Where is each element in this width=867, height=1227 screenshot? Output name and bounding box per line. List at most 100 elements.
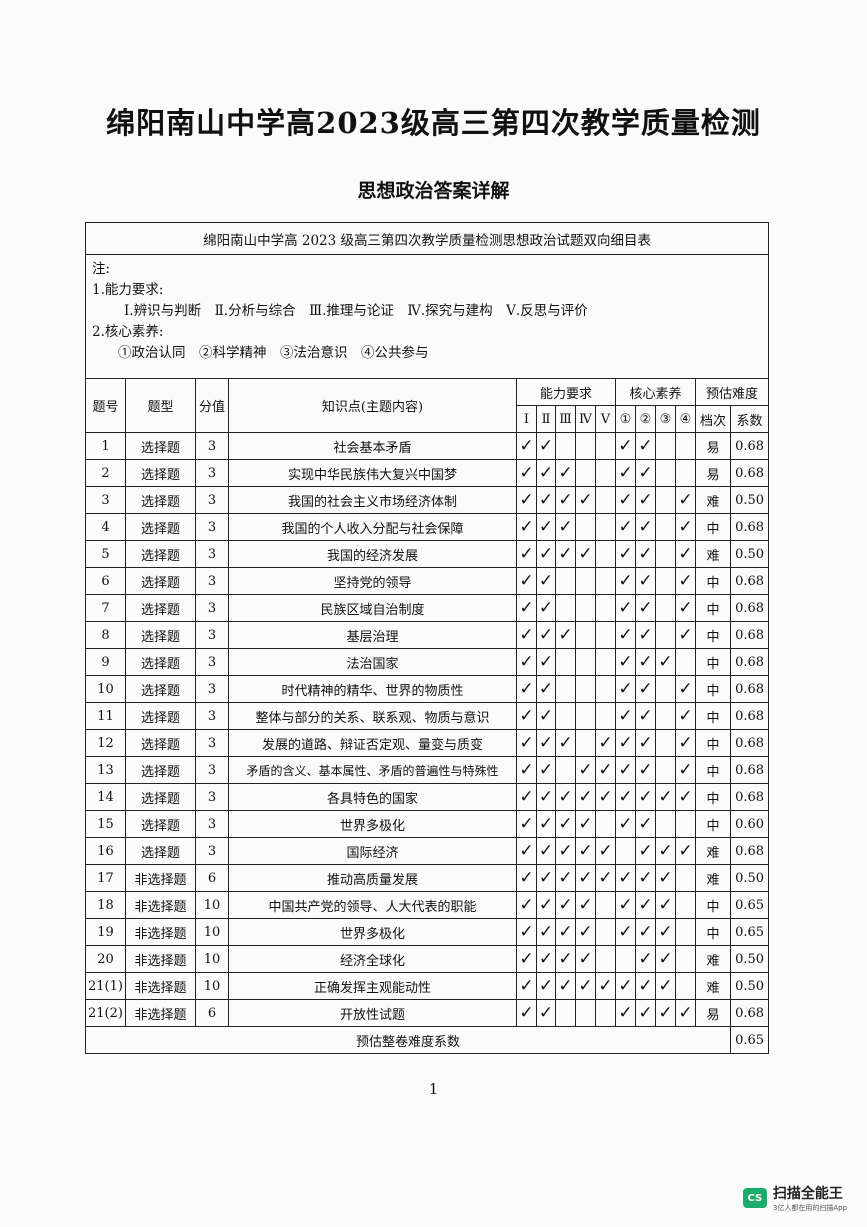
- check-icon: ✓: [615, 594, 636, 622]
- row-type: 选择题: [125, 621, 196, 649]
- row-score: 3: [195, 729, 229, 757]
- row-num: 6: [85, 567, 126, 595]
- row-num: 13: [85, 756, 126, 784]
- check-icon: ✓: [615, 513, 636, 541]
- literacy-cell: [675, 459, 696, 487]
- check-icon: ✓: [635, 810, 656, 838]
- ability-cell: [555, 594, 576, 622]
- row-score: 3: [195, 567, 229, 595]
- check-icon: ✓: [536, 513, 556, 541]
- check-icon: ✓: [536, 540, 556, 568]
- literacy-cell: [675, 810, 696, 838]
- check-icon: ✓: [516, 972, 537, 1000]
- row-type: 选择题: [125, 729, 196, 757]
- check-icon: ✓: [536, 702, 556, 730]
- literacy-cell: [655, 729, 676, 757]
- check-icon: ✓: [555, 918, 576, 946]
- row-level: 难: [695, 837, 731, 865]
- ability-cell: [575, 594, 596, 622]
- table-row: 21(1) 非选择题 10 正确发挥主观能动性 ✓ ✓ ✓ ✓ ✓ ✓ ✓ ✓ 难 0.50: [85, 972, 770, 1000]
- ability-cell: [595, 567, 616, 595]
- check-icon: ✓: [555, 540, 576, 568]
- check-icon: ✓: [635, 783, 656, 811]
- check-icon: ✓: [635, 702, 656, 730]
- check-icon: ✓: [635, 864, 656, 892]
- check-icon: ✓: [655, 945, 676, 973]
- row-topic: 我国的个人收入分配与社会保障: [228, 513, 517, 541]
- ability-cell: [595, 702, 616, 730]
- row-coef: 0.68: [729, 432, 770, 460]
- check-icon: ✓: [536, 621, 556, 649]
- check-icon: ✓: [615, 972, 636, 1000]
- row-level: 中: [695, 702, 731, 730]
- row-type: 选择题: [125, 540, 196, 568]
- row-num: 16: [85, 837, 126, 865]
- check-icon: ✓: [615, 486, 636, 514]
- check-icon: ✓: [555, 486, 576, 514]
- check-icon: ✓: [516, 648, 537, 676]
- row-coef: 0.60: [729, 810, 770, 838]
- check-icon: ✓: [555, 972, 576, 1000]
- header-ability: 能力要求: [516, 378, 616, 406]
- row-level: 难: [695, 540, 731, 568]
- ability-cell: [595, 594, 616, 622]
- row-score: 6: [195, 999, 229, 1027]
- ability-cell: [555, 999, 576, 1027]
- row-topic: 开放性试题: [228, 999, 517, 1027]
- row-score: 3: [195, 810, 229, 838]
- page-number: 1: [428, 1080, 439, 1098]
- check-icon: ✓: [615, 540, 636, 568]
- check-icon: ✓: [635, 729, 656, 757]
- row-type: 选择题: [125, 459, 196, 487]
- row-topic: 我国的社会主义市场经济体制: [228, 486, 517, 514]
- row-num: 17: [85, 864, 126, 892]
- row-score: 3: [195, 486, 229, 514]
- check-icon: ✓: [536, 729, 556, 757]
- table-row: 11 选择题 3 整体与部分的关系、联系观、物质与意识 ✓ ✓ ✓ ✓ ✓ 中 0.68: [85, 702, 770, 730]
- header-ability-5: Ⅴ: [595, 405, 616, 433]
- row-num: 4: [85, 513, 126, 541]
- row-coef: 0.68: [729, 459, 770, 487]
- header-ability-1: Ⅰ: [516, 405, 537, 433]
- check-icon: ✓: [675, 999, 696, 1027]
- ability-cell: [575, 567, 596, 595]
- ability-cell: [575, 702, 596, 730]
- row-level: 难: [695, 486, 731, 514]
- check-icon: ✓: [536, 486, 556, 514]
- check-icon: ✓: [635, 432, 656, 460]
- row-type: 非选择题: [125, 891, 196, 919]
- table-row: 19 非选择题 10 世界多极化 ✓ ✓ ✓ ✓ ✓ ✓ ✓ 中 0.65: [85, 918, 770, 946]
- row-type: 选择题: [125, 783, 196, 811]
- row-score: 6: [195, 864, 229, 892]
- literacy-cell: [655, 810, 676, 838]
- table-row: 16 选择题 3 国际经济 ✓ ✓ ✓ ✓ ✓ ✓ ✓ ✓ 难 0.68: [85, 837, 770, 865]
- check-icon: ✓: [536, 567, 556, 595]
- header-literacy: 核心素养: [615, 378, 696, 406]
- header-num: 题号: [85, 378, 126, 433]
- check-icon: ✓: [595, 864, 616, 892]
- check-icon: ✓: [675, 675, 696, 703]
- row-coef: 0.68: [729, 648, 770, 676]
- row-topic: 坚持党的领导: [228, 567, 517, 595]
- check-icon: ✓: [655, 837, 676, 865]
- table-row: 15 选择题 3 世界多极化 ✓ ✓ ✓ ✓ ✓ ✓ 中 0.60: [85, 810, 770, 838]
- check-icon: ✓: [575, 486, 596, 514]
- row-level: 中: [695, 783, 731, 811]
- ability-cell: [575, 729, 596, 757]
- ability-cell: [575, 432, 596, 460]
- header-ability-3: Ⅲ: [555, 405, 576, 433]
- check-icon: ✓: [635, 567, 656, 595]
- camscanner-watermark: CS 扫描全能王 3亿人都在用的扫描App: [742, 1183, 847, 1213]
- specification-table: 绵阳南山中学高 2023 级高三第四次教学质量检测思想政治试题双向细目表 注: …: [84, 222, 770, 1054]
- check-icon: ✓: [555, 621, 576, 649]
- ability-cell: [575, 675, 596, 703]
- row-topic: 正确发挥主观能动性: [228, 972, 517, 1000]
- row-coef: 0.68: [729, 702, 770, 730]
- row-coef: 0.50: [729, 486, 770, 514]
- row-level: 中: [695, 513, 731, 541]
- row-topic: 世界多极化: [228, 918, 517, 946]
- row-num: 14: [85, 783, 126, 811]
- check-icon: ✓: [675, 594, 696, 622]
- table-row: 7 选择题 3 民族区域自治制度 ✓ ✓ ✓ ✓ ✓ 中 0.68: [85, 594, 770, 622]
- literacy-cell: [675, 648, 696, 676]
